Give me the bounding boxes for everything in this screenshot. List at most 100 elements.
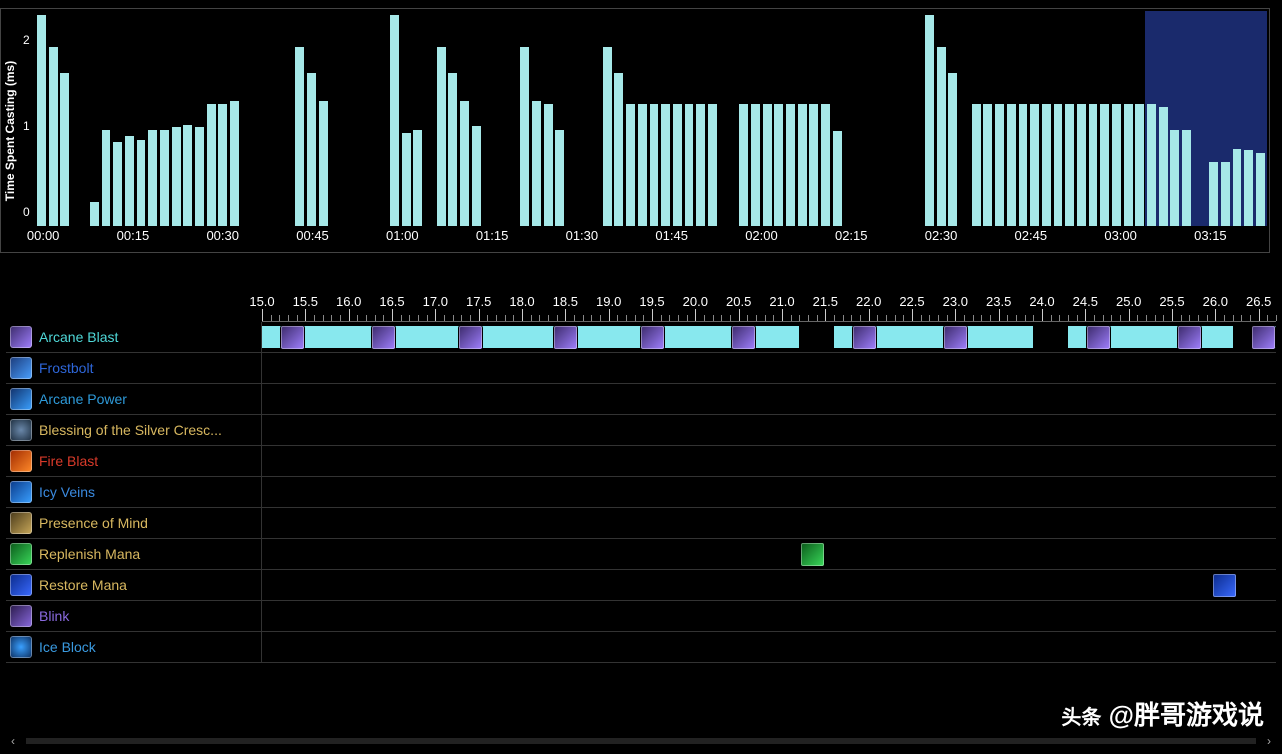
track-head[interactable]: Replenish Mana	[6, 539, 262, 569]
track-head[interactable]: Arcane Blast	[6, 322, 262, 352]
track-lane[interactable]	[262, 508, 1276, 538]
cast-event-icon	[1178, 326, 1201, 349]
chart-bar	[661, 104, 670, 226]
track-head[interactable]: Restore Mana	[6, 570, 262, 600]
cast-event-icon	[801, 543, 824, 566]
ruler-tick-minor	[713, 315, 714, 321]
chart-bar	[1124, 104, 1133, 226]
ruler-tick-minor	[557, 315, 558, 321]
ruler-label: 15.0	[249, 294, 274, 309]
chart-bar	[37, 15, 46, 226]
chart-xtick: 00:30	[206, 228, 239, 243]
ruler-tick-minor	[1103, 315, 1104, 321]
chart-xtick: 01:15	[476, 228, 509, 243]
chart-bar	[1233, 149, 1242, 226]
track-head[interactable]: Icy Veins	[6, 477, 262, 507]
track-blink[interactable]: Blink	[6, 601, 1276, 632]
ruler-label: 24.0	[1029, 294, 1054, 309]
ruler-tick-minor	[1025, 315, 1026, 321]
ruler-label: 23.0	[943, 294, 968, 309]
ruler-tick-minor	[453, 315, 454, 321]
track-label: Fire Blast	[39, 453, 98, 469]
track-ice_block[interactable]: Ice Block	[6, 632, 1276, 663]
chart-xtick: 00:00	[27, 228, 60, 243]
ruler-tick-minor	[409, 315, 410, 321]
chart-plot[interactable]: 012	[37, 11, 1267, 226]
ruler-tick-minor	[1051, 315, 1052, 321]
track-icy_veins[interactable]: Icy Veins	[6, 477, 1276, 508]
track-lane[interactable]	[262, 415, 1276, 445]
ruler-tick	[479, 309, 480, 321]
ruler-tick-minor	[860, 315, 861, 321]
track-presence_of_mind[interactable]: Presence of Mind	[6, 508, 1276, 539]
track-head[interactable]: Blink	[6, 601, 262, 631]
ruler-tick	[652, 309, 653, 321]
track-lane[interactable]	[262, 353, 1276, 383]
timeline-tracks: Arcane BlastFrostboltArcane PowerBlessin…	[6, 322, 1276, 663]
ruler-tick-minor	[1120, 315, 1121, 321]
chart-bar	[925, 15, 934, 226]
chart-bar	[1007, 104, 1016, 226]
chart-bar	[983, 104, 992, 226]
track-lane[interactable]	[262, 570, 1276, 600]
ruler-tick-minor	[1059, 315, 1060, 321]
chart-bar	[972, 104, 981, 226]
ruler-tick-minor	[773, 315, 774, 321]
track-lane[interactable]	[262, 601, 1276, 631]
track-fire_blast[interactable]: Fire Blast	[6, 446, 1276, 477]
track-replenish_mana[interactable]: Replenish Mana	[6, 539, 1276, 570]
track-lane[interactable]	[262, 322, 1276, 352]
timeline-ruler[interactable]: 15.015.516.016.517.017.518.018.519.019.5…	[262, 290, 1276, 322]
track-lane[interactable]	[262, 384, 1276, 414]
ruler-tick-minor	[1267, 315, 1268, 321]
chart-bar	[1221, 162, 1230, 227]
scroll-left-icon[interactable]: ‹	[6, 734, 20, 748]
track-head[interactable]: Presence of Mind	[6, 508, 262, 538]
track-head[interactable]: Ice Block	[6, 632, 262, 662]
watermark-prefix: 头条	[1061, 707, 1101, 729]
track-frostbolt[interactable]: Frostbolt	[6, 353, 1276, 384]
ruler-tick-minor	[279, 315, 280, 321]
track-blessing[interactable]: Blessing of the Silver Cresc...	[6, 415, 1276, 446]
track-lane[interactable]	[262, 539, 1276, 569]
scroll-right-icon[interactable]: ›	[1262, 734, 1276, 748]
chart-ytick: 0	[23, 205, 30, 219]
chart-bar	[786, 104, 795, 226]
track-lane[interactable]	[262, 477, 1276, 507]
ruler-tick	[392, 309, 393, 321]
chart-bar	[1089, 104, 1098, 226]
replenish_mana-icon	[10, 543, 32, 565]
track-lane[interactable]	[262, 446, 1276, 476]
track-head[interactable]: Arcane Power	[6, 384, 262, 414]
ruler-tick	[1172, 309, 1173, 321]
ruler-tick-minor	[756, 315, 757, 321]
chart-bar	[1077, 104, 1086, 226]
ruler-tick-minor	[418, 315, 419, 321]
track-head[interactable]: Blessing of the Silver Cresc...	[6, 415, 262, 445]
scrollbar-track[interactable]	[26, 738, 1256, 744]
chart-bar	[1054, 104, 1063, 226]
blessing-icon	[10, 419, 32, 441]
chart-ytick: 2	[23, 33, 30, 47]
ruler-tick-minor	[1181, 315, 1182, 321]
chart-xaxis: 00:0000:1500:3000:4501:0001:1501:3001:45…	[37, 228, 1267, 250]
chart-bar	[1135, 104, 1144, 226]
ruler-label: 17.5	[466, 294, 491, 309]
track-arcane_power[interactable]: Arcane Power	[6, 384, 1276, 415]
cast-event-icon	[641, 326, 664, 349]
ruler-tick	[999, 309, 1000, 321]
ruler-tick-minor	[357, 315, 358, 321]
horizontal-scrollbar[interactable]: ‹ ›	[6, 734, 1276, 748]
track-arcane_blast[interactable]: Arcane Blast	[6, 322, 1276, 353]
chart-bar	[1065, 104, 1074, 226]
ruler-tick-minor	[678, 315, 679, 321]
chart-bar	[207, 104, 216, 226]
chart-xtick: 01:45	[655, 228, 688, 243]
track-head[interactable]: Frostbolt	[6, 353, 262, 383]
ability-timeline: 15.015.516.016.517.017.518.018.519.019.5…	[6, 290, 1276, 663]
ruler-tick-minor	[375, 315, 376, 321]
track-lane[interactable]	[262, 632, 1276, 662]
track-head[interactable]: Fire Blast	[6, 446, 262, 476]
track-restore_mana[interactable]: Restore Mana	[6, 570, 1276, 601]
track-label: Replenish Mana	[39, 546, 140, 562]
